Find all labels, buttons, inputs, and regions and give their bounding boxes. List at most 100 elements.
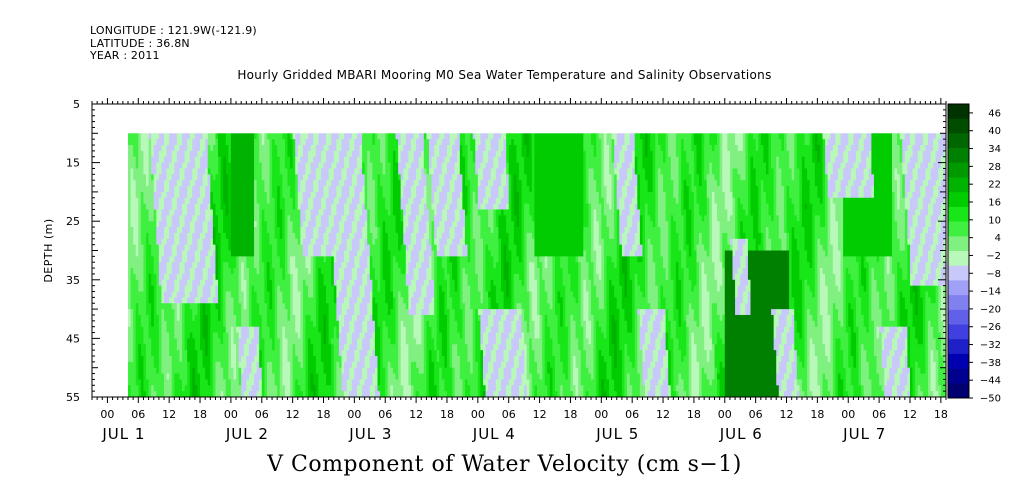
- heatmap-cell: [403, 279, 407, 287]
- heatmap-cell: [158, 215, 162, 222]
- heatmap-cell: [192, 285, 196, 292]
- heatmap-cell: [182, 303, 185, 310]
- heatmap-cell: [236, 338, 240, 345]
- heatmap-cell: [308, 291, 312, 298]
- heatmap-cell: [202, 268, 206, 275]
- heatmap-cell: [251, 268, 255, 275]
- heatmap-cell: [140, 168, 144, 175]
- heatmap-cell: [351, 332, 355, 339]
- heatmap-cell: [207, 174, 211, 181]
- heatmap-cell: [302, 338, 306, 345]
- heatmap-cell: [274, 297, 278, 304]
- heatmap-cell: [405, 227, 409, 234]
- heatmap-cell: [192, 344, 196, 351]
- heatmap-cell: [248, 262, 252, 269]
- heatmap-cell: [184, 238, 188, 246]
- heatmap-cell: [349, 332, 353, 339]
- heatmap-cell: [297, 232, 301, 240]
- heatmap-cell: [205, 250, 209, 257]
- heatmap-cell: [323, 297, 327, 304]
- heatmap-cell: [151, 303, 155, 310]
- heatmap-cell: [374, 320, 378, 328]
- heatmap-cell: [382, 338, 386, 345]
- heatmap-cell: [236, 150, 240, 158]
- heatmap-cell: [264, 361, 268, 369]
- heatmap-cell: [369, 373, 373, 380]
- heatmap-cell: [187, 279, 191, 287]
- heatmap-cell: [161, 250, 165, 257]
- heatmap-cell: [398, 262, 402, 269]
- heatmap-cell: [382, 238, 386, 246]
- heatmap-cell: [380, 285, 384, 292]
- heatmap-cell: [187, 150, 191, 158]
- heatmap-cell: [182, 162, 185, 169]
- heatmap-cell: [212, 168, 216, 175]
- heatmap-cell: [233, 238, 237, 246]
- heatmap-cell: [387, 344, 391, 351]
- heatmap-cell: [179, 385, 183, 392]
- heatmap-cell: [374, 203, 378, 210]
- heatmap-cell: [128, 355, 131, 363]
- heatmap-cell: [333, 279, 337, 287]
- heatmap-cell: [189, 238, 193, 246]
- heatmap-cell: [171, 186, 175, 193]
- heatmap-cell: [277, 379, 281, 386]
- heatmap-cell: [261, 256, 265, 263]
- heatmap-cell: [354, 338, 358, 345]
- heatmap-cell: [151, 344, 155, 351]
- heatmap-cell: [395, 338, 399, 345]
- heatmap-cell: [169, 133, 173, 140]
- heatmap-cell: [390, 215, 394, 222]
- heatmap-cell: [377, 391, 381, 398]
- heatmap-cell: [369, 338, 373, 345]
- heatmap-cell: [403, 379, 407, 386]
- heatmap-cell: [202, 209, 206, 216]
- heatmap-cell: [153, 180, 157, 187]
- heatmap-cell: [192, 338, 196, 345]
- heatmap-cell: [364, 162, 368, 169]
- heatmap-cell: [292, 203, 296, 210]
- heatmap-cell: [215, 344, 219, 351]
- heatmap-cell: [380, 180, 384, 187]
- heatmap-cell: [189, 186, 193, 193]
- heatmap-cell: [176, 326, 180, 333]
- heatmap-cell: [184, 221, 188, 228]
- heatmap-cell: [362, 250, 366, 257]
- heatmap-cell: [215, 186, 219, 193]
- heatmap-cell: [202, 145, 206, 152]
- heatmap-cell: [233, 379, 237, 386]
- heatmap-cell: [220, 191, 224, 199]
- heatmap-cell: [372, 215, 376, 222]
- heatmap-cell: [153, 168, 157, 175]
- heatmap-cell: [156, 162, 160, 169]
- heatmap-cell: [408, 273, 412, 281]
- heatmap-cell: [400, 168, 404, 175]
- heatmap-cell: [331, 250, 335, 257]
- heatmap-cell: [256, 279, 260, 287]
- heatmap-cell: [385, 291, 389, 298]
- heatmap-cell: [295, 256, 299, 263]
- heatmap-cell: [192, 250, 196, 257]
- heatmap-cell: [128, 221, 131, 228]
- heatmap-cell: [218, 355, 222, 363]
- heatmap-cell: [236, 256, 240, 263]
- heatmap-cell: [200, 150, 204, 158]
- heatmap-cell: [135, 320, 139, 328]
- heatmap-cell: [223, 139, 227, 146]
- heatmap: [128, 133, 947, 398]
- heatmap-cell: [230, 326, 234, 333]
- heatmap-cell: [212, 326, 216, 333]
- heatmap-cell: [179, 279, 183, 287]
- heatmap-cell: [295, 221, 299, 228]
- heatmap-cell: [133, 174, 137, 181]
- heatmap-cell: [346, 262, 350, 269]
- heatmap-cell: [133, 326, 137, 333]
- heatmap-cell: [169, 221, 173, 228]
- heatmap-cell: [362, 303, 366, 310]
- heatmap-cell: [372, 250, 376, 257]
- heatmap-cell: [133, 309, 137, 316]
- heatmap-cell: [318, 279, 322, 287]
- heatmap-cell: [295, 273, 299, 281]
- heatmap-cell: [140, 291, 144, 298]
- heatmap-cell: [323, 385, 327, 392]
